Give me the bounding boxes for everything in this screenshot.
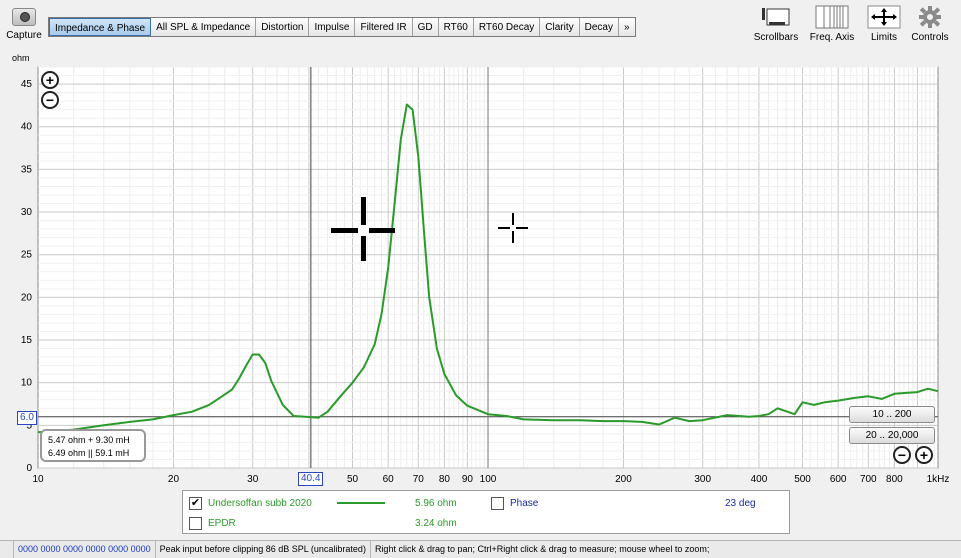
tab-decay[interactable]: Decay xyxy=(579,18,619,36)
x-tick-label: 10 xyxy=(32,474,44,485)
tab-all-spl-impedance[interactable]: All SPL & Impedance xyxy=(151,18,257,36)
x-tick-label: 80 xyxy=(439,474,451,485)
status-hint: Right click & drag to pan; Ctrl+Right cl… xyxy=(374,544,710,554)
zoom-in-x-button[interactable]: + xyxy=(915,446,933,464)
capture-label: Capture xyxy=(6,30,42,41)
scrollbars-icon xyxy=(750,5,802,29)
y-tick-label: 20 xyxy=(21,292,33,303)
x-tick-label: 90 xyxy=(462,474,474,485)
graph-tabs: Impedance & Phase All SPL & Impedance Di… xyxy=(48,17,636,37)
freq-axis-label: Freq. Axis xyxy=(809,32,855,43)
legend-panel: ✔ Undersoffan subb 2020 5.96 ohm Phase 2… xyxy=(182,490,790,534)
x-tick-label: 700 xyxy=(860,474,877,485)
epdr-checkbox[interactable] xyxy=(189,516,202,530)
legend-row-epdr: EPDR 3.24 ohm xyxy=(189,514,795,532)
phase-name: Phase xyxy=(510,497,539,509)
x-cursor-value: 40.4 xyxy=(298,472,324,486)
freq-axis-icon xyxy=(806,5,858,29)
tab-distortion[interactable]: Distortion xyxy=(256,18,310,36)
x-tick-label: 60 xyxy=(383,474,395,485)
x-tick-label: 20 xyxy=(168,474,180,485)
y-axis: 0 5 10 15 20 25 30 35 40 45 xyxy=(21,79,33,474)
tab-impulse[interactable]: Impulse xyxy=(309,18,356,36)
series-name: Undersoffan subb 2020 xyxy=(208,497,312,509)
x-tick-label: 1kHz xyxy=(927,474,950,485)
model-parallel-text: 6.49 ohm || 59.1 mH xyxy=(48,448,130,458)
phase-checkbox[interactable] xyxy=(491,496,504,510)
series-line-swatch xyxy=(337,502,385,504)
y-tick-label: 40 xyxy=(21,122,33,133)
gear-icon xyxy=(908,5,952,29)
y-tick-label: 25 xyxy=(21,250,33,261)
x-tick-label: 300 xyxy=(694,474,711,485)
legend-row-series: ✔ Undersoffan subb 2020 5.96 ohm Phase 2… xyxy=(189,494,795,512)
x-tick-label: 500 xyxy=(794,474,811,485)
tab-rt60-decay[interactable]: RT60 Decay xyxy=(473,18,541,36)
x-tick-label: 200 xyxy=(615,474,632,485)
limits-button[interactable]: Limits xyxy=(862,5,906,43)
freq-axis-button[interactable]: Freq. Axis xyxy=(806,5,858,43)
x-tick-label: 70 xyxy=(413,474,425,485)
y-cursor-value: 6.0 xyxy=(17,411,37,425)
y-tick-label: 5 xyxy=(26,420,32,431)
y-tick-label: 45 xyxy=(21,79,33,90)
tab-rt60[interactable]: RT60 xyxy=(438,18,474,36)
limits-label: Limits xyxy=(870,32,898,43)
camera-icon xyxy=(12,8,36,26)
scrollbars-button[interactable]: Scrollbars xyxy=(750,5,802,43)
controls-label: Controls xyxy=(911,32,949,43)
series-checkbox[interactable]: ✔ xyxy=(189,496,202,510)
y-tick-label: 15 xyxy=(21,335,33,346)
tab-impedance-phase[interactable]: Impedance & Phase xyxy=(49,18,152,36)
curves xyxy=(37,67,939,468)
impedance-curve xyxy=(37,103,939,434)
limits-icon xyxy=(862,5,906,29)
status-levels: 0000 0000 0000 0000 0000 0000 xyxy=(14,541,156,558)
zoom-in-y-button[interactable]: + xyxy=(41,71,59,89)
y-unit-label: ohm xyxy=(12,53,30,63)
x-tick-label: 800 xyxy=(886,474,903,485)
pan-cursor-icon xyxy=(331,197,395,261)
tab-gd[interactable]: GD xyxy=(412,18,439,36)
impedance-model-box: 5.47 ohm + 9.30 mH 6.49 ohm || 59.1 mH xyxy=(40,429,146,462)
tab-clarity[interactable]: Clarity xyxy=(540,18,580,36)
x-axis: 10 20 30 50 60 70 80 90 100 200 300 400 500 600 700 800… xyxy=(32,474,949,485)
tab-filtered-ir[interactable]: Filtered IR xyxy=(355,18,413,36)
range-20-20000-button[interactable]: 20 .. 20,000 xyxy=(849,427,935,444)
zoom-out-y-button[interactable]: − xyxy=(41,91,59,109)
x-tick-label: 50 xyxy=(347,474,359,485)
series-value: 5.96 ohm xyxy=(415,497,457,509)
y-tick-label: 0 xyxy=(26,463,32,474)
scrollbars-label: Scrollbars xyxy=(753,32,799,43)
status-bar: 0000 0000 0000 0000 0000 0000 Peak input… xyxy=(0,540,961,558)
range-10-200-button[interactable]: 10 .. 200 xyxy=(849,406,935,423)
status-cell-left xyxy=(0,541,14,558)
y-tick-label: 35 xyxy=(21,164,33,175)
epdr-name: EPDR xyxy=(208,517,236,529)
x-tick-label: 30 xyxy=(247,474,259,485)
y-tick-label: 10 xyxy=(21,378,33,389)
epdr-value: 3.24 ohm xyxy=(415,517,457,529)
model-series-text: 5.47 ohm + 9.30 mH xyxy=(48,435,130,445)
zoom-out-x-button[interactable]: − xyxy=(893,446,911,464)
x-tick-label: 100 xyxy=(480,474,497,485)
y-tick-label: 30 xyxy=(21,207,33,218)
impedance-graph[interactable]: 0 5 10 15 20 25 30 35 40 45 10 20 30 50 60 70 80 90 100 20… xyxy=(0,0,961,490)
status-peak-input: Peak input before clipping 86 dB SPL (un… xyxy=(156,541,371,558)
capture-button[interactable]: Capture xyxy=(4,8,44,41)
x-tick-label: 600 xyxy=(830,474,847,485)
crosshair-icon xyxy=(498,213,528,243)
phase-value: 23 deg xyxy=(725,497,756,509)
tab-more[interactable]: » xyxy=(618,18,635,36)
x-tick-label: 400 xyxy=(751,474,768,485)
controls-button[interactable]: Controls xyxy=(908,5,952,43)
